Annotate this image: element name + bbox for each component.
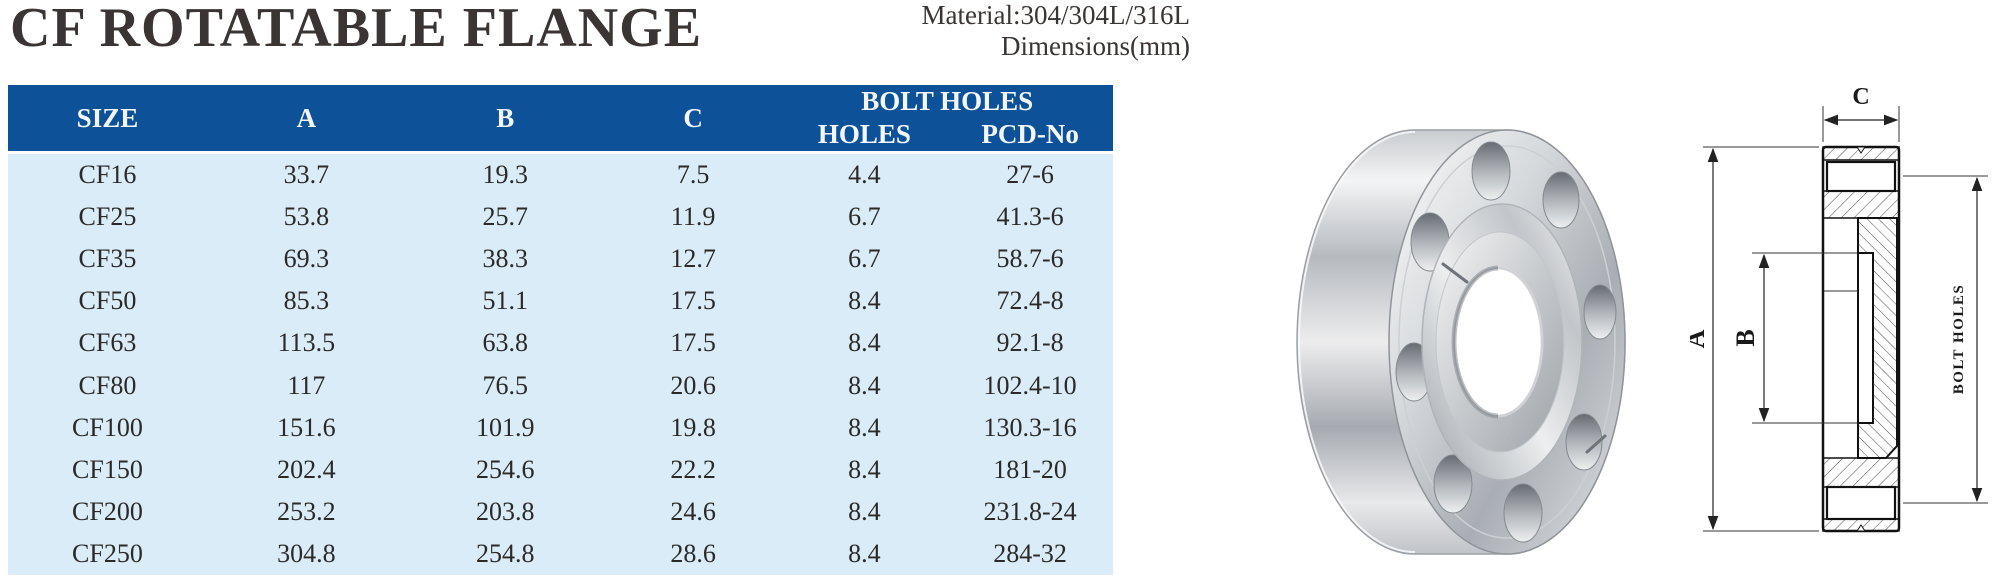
- cell-c: 28.6: [670, 538, 716, 568]
- cell-b: 19.3: [482, 160, 528, 190]
- cell-a: 113.5: [277, 328, 336, 358]
- material-note: Material:304/304L/316L: [921, 0, 1190, 30]
- table-body: CF16 33.7 19.3 7.5 4.4 27-6 CF25 53.8 25.7 11.9 6.…: [8, 154, 1113, 575]
- cell-c: 24.6: [670, 496, 716, 526]
- cell-a: 117: [287, 370, 326, 400]
- col-header-holes: HOLES: [817, 119, 911, 149]
- cell-pcd: 130.3-16: [983, 412, 1077, 442]
- cell-holes: 6.7: [848, 244, 881, 274]
- table-row: CF50 85.3 51.1 17.5 8.4 72.4-8: [8, 280, 1113, 322]
- flange-photo-image: [1296, 129, 1626, 555]
- table-row: CF35 69.3 38.3 12.7 6.7 58.7-6: [8, 238, 1113, 280]
- cell-b: 101.9: [475, 412, 535, 442]
- flange-photo: [1285, 116, 1635, 568]
- table-row: CF16 33.7 19.3 7.5 4.4 27-6: [8, 154, 1113, 196]
- cell-pcd: 102.4-10: [983, 370, 1077, 400]
- cell-b: 25.7: [482, 202, 528, 232]
- table-row: CF250 304.8 254.8 28.6 8.4 284-32: [8, 533, 1113, 575]
- cell-pcd: 27-6: [1006, 160, 1054, 190]
- dim-label-bolt-holes: BOLT HOLES: [1951, 284, 1967, 394]
- cell-pcd: 92.1-8: [996, 328, 1064, 358]
- dim-label-b: B: [1731, 329, 1760, 346]
- cell-b: 63.8: [482, 328, 528, 358]
- cell-c: 17.5: [670, 328, 716, 358]
- cell-holes: 8.4: [848, 454, 881, 484]
- cell-c: 19.8: [670, 412, 716, 442]
- cell-b: 76.5: [482, 370, 528, 400]
- cell-a: 53.8: [283, 202, 330, 232]
- cell-pcd: 181-20: [993, 454, 1067, 484]
- cell-size: CF200: [72, 496, 143, 526]
- cell-a: 253.2: [277, 496, 336, 526]
- cell-a: 33.7: [283, 160, 330, 190]
- material-notes: Material:304/304L/316L Dimensions(mm): [880, 0, 1190, 62]
- table-row: CF150 202.4 254.6 22.2 8.4 181-20: [8, 449, 1113, 491]
- dim-label-c: C: [1852, 84, 1869, 110]
- col-header-a: A: [296, 102, 317, 133]
- flange-cross-section-drawing: C A B BOLT HOLES: [1690, 76, 2002, 554]
- page-title: CF ROTATABLE FLANGE: [10, 0, 703, 59]
- cell-size: CF25: [78, 202, 137, 232]
- dim-label-a: A: [1690, 329, 1710, 348]
- cell-size: CF16: [78, 160, 137, 190]
- cell-b: 38.3: [482, 244, 528, 274]
- cell-size: CF80: [78, 370, 137, 400]
- cell-c: 20.6: [670, 370, 716, 400]
- cell-size: CF100: [72, 412, 143, 442]
- cell-size: CF250: [72, 538, 143, 568]
- table-row: CF63 113.5 63.8 17.5 8.4 92.1-8: [8, 322, 1113, 364]
- cell-b: 254.8: [475, 538, 535, 568]
- table-row: CF25 53.8 25.7 11.9 6.7 41.3-6: [8, 196, 1113, 238]
- col-header-bolt-holes-group: BOLT HOLES: [861, 86, 1034, 116]
- cell-b: 254.6: [475, 454, 535, 484]
- cell-size: CF150: [72, 454, 143, 484]
- col-header-b: B: [496, 102, 515, 133]
- cell-b: 203.8: [475, 496, 535, 526]
- col-header-size: SIZE: [76, 102, 139, 133]
- cell-a: 151.6: [277, 412, 336, 442]
- cell-pcd: 41.3-6: [996, 202, 1064, 232]
- cell-holes: 8.4: [848, 412, 881, 442]
- cell-holes: 8.4: [848, 538, 881, 568]
- cell-size: CF35: [78, 244, 137, 274]
- cell-c: 11.9: [670, 202, 716, 232]
- table-row: CF80 117 76.5 20.6 8.4 102.4-10: [8, 364, 1113, 406]
- dimensions-note: Dimensions(mm): [1001, 31, 1190, 62]
- cell-holes: 8.4: [848, 496, 881, 526]
- cell-c: 7.5: [676, 160, 710, 190]
- cell-pcd: 72.4-8: [996, 286, 1064, 316]
- cell-size: CF50: [78, 286, 137, 316]
- table-row: CF100 151.6 101.9 19.8 8.4 130.3-16: [8, 407, 1113, 449]
- cell-c: 17.5: [670, 286, 716, 316]
- cell-a: 85.3: [283, 286, 330, 316]
- cell-a: 304.8: [277, 538, 336, 568]
- cell-holes: 4.4: [848, 160, 881, 190]
- cell-a: 69.3: [283, 244, 330, 274]
- cell-holes: 8.4: [848, 370, 881, 400]
- table-row: CF200 253.2 203.8 24.6 8.4 231.8-24: [8, 491, 1113, 533]
- cell-a: 202.4: [277, 454, 336, 484]
- cross-section-image: C A B BOLT HOLES: [1690, 84, 1988, 533]
- cell-holes: 8.4: [848, 286, 881, 316]
- col-header-pcd: PCD-No: [981, 119, 1079, 149]
- cell-c: 22.2: [670, 454, 716, 484]
- spec-table: SIZE A B C BOLT HOLES HOLES PCD-No CF16 3…: [8, 85, 1113, 575]
- cell-holes: 8.4: [848, 328, 881, 358]
- cell-b: 51.1: [482, 286, 528, 316]
- cell-size: CF63: [78, 328, 137, 358]
- cell-pcd: 231.8-24: [983, 496, 1077, 526]
- table-header: SIZE A B C BOLT HOLES HOLES PCD-No: [8, 85, 1113, 154]
- cell-holes: 6.7: [848, 202, 881, 232]
- cell-pcd: 284-32: [993, 538, 1067, 568]
- cell-pcd: 58.7-6: [996, 244, 1064, 274]
- col-header-c: C: [683, 102, 703, 133]
- cell-c: 12.7: [670, 244, 716, 274]
